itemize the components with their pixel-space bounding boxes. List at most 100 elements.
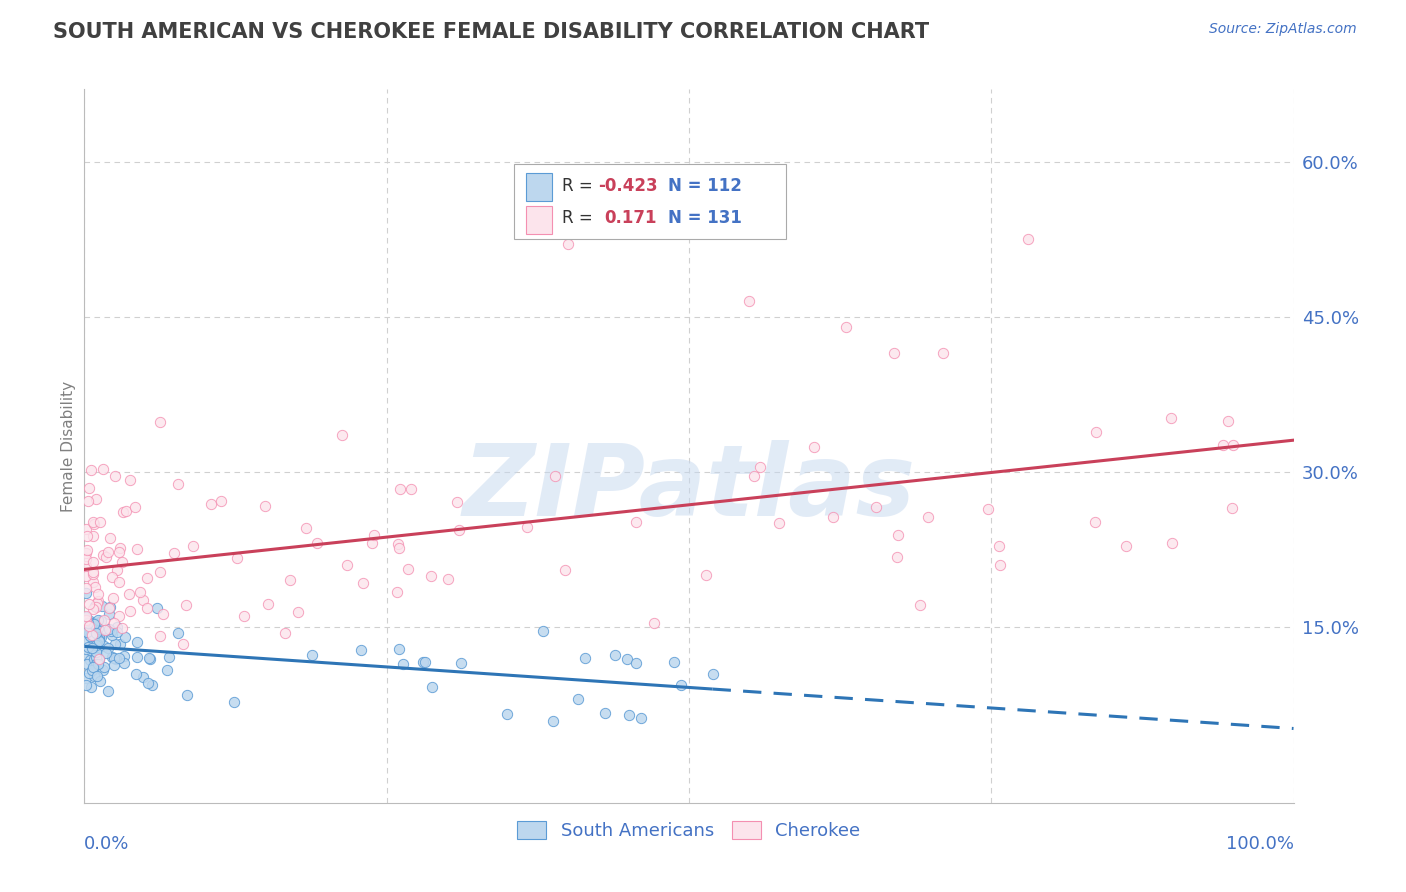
Point (87, 657, 110, 671)
FancyBboxPatch shape (513, 164, 786, 239)
Point (748, 460, 770, 475)
Point (76, 624, 98, 639)
Point (100, 624, 122, 638)
Point (101, 591, 124, 605)
Point (105, 651, 128, 665)
Point (110, 541, 132, 556)
Point (101, 650, 124, 665)
Point (181, 539, 204, 553)
Bar (526, 173, 553, 202)
Point (77, 618, 100, 632)
Point (94, 624, 117, 638)
Point (84, 625, 107, 640)
Point (87, 652, 110, 666)
Point (128, 585, 150, 599)
Point (835, 320, 858, 334)
Point (101, 628, 124, 642)
Point (630, 711, 652, 725)
Point (136, 676, 159, 690)
Point (141, 678, 163, 692)
Point (79, 629, 101, 643)
Point (671, 678, 693, 692)
Point (84, 580, 107, 594)
Point (273, 626, 295, 640)
Point (593, 706, 616, 720)
Point (79, 653, 101, 667)
Point (1160, 536, 1182, 550)
Text: SOUTH AMERICAN VS CHEROKEE FEMALE DISABILITY CORRELATION CHART: SOUTH AMERICAN VS CHEROKEE FEMALE DISABI… (53, 22, 929, 42)
Point (97, 683, 120, 698)
Point (167, 626, 190, 640)
Text: ZIPatlas: ZIPatlas (463, 441, 915, 537)
Point (146, 600, 169, 615)
Point (412, 656, 434, 670)
Point (103, 658, 125, 673)
Point (83, 616, 105, 631)
Point (531, 624, 554, 638)
Point (89, 630, 111, 644)
Point (385, 584, 408, 599)
Point (233, 609, 256, 624)
Y-axis label: Female Disability: Female Disability (60, 380, 76, 512)
Point (118, 473, 141, 487)
Point (125, 542, 148, 557)
Point (75, 586, 97, 600)
Point (307, 536, 329, 550)
Point (118, 587, 141, 601)
Point (108, 636, 131, 650)
Point (105, 624, 128, 639)
Point (352, 576, 374, 591)
Point (98, 607, 121, 621)
Point (103, 637, 125, 651)
Point (82, 567, 104, 582)
Point (865, 500, 887, 514)
Point (644, 616, 666, 631)
Point (91, 664, 114, 678)
Point (256, 598, 278, 612)
Point (80, 627, 103, 641)
Point (1160, 410, 1182, 425)
Point (616, 652, 638, 666)
Point (388, 541, 411, 555)
Point (84, 650, 107, 665)
Point (84, 491, 107, 506)
Point (222, 695, 245, 709)
Point (336, 558, 359, 573)
Point (86, 636, 108, 650)
Point (413, 656, 436, 670)
Point (664, 655, 686, 669)
Point (167, 476, 190, 491)
Point (574, 651, 596, 665)
Point (149, 629, 172, 643)
Point (93, 639, 115, 653)
Point (112, 505, 135, 519)
Point (108, 651, 131, 665)
Text: N = 112: N = 112 (668, 177, 742, 194)
Text: Source: ZipAtlas.com: Source: ZipAtlas.com (1209, 22, 1357, 37)
Point (89, 515, 111, 529)
Point (84, 599, 107, 614)
Text: N = 131: N = 131 (668, 210, 742, 227)
Point (422, 680, 444, 694)
Point (152, 607, 174, 621)
Point (125, 634, 148, 648)
Point (82, 574, 104, 589)
Point (1115, 539, 1137, 553)
Point (392, 657, 415, 672)
Point (932, 346, 955, 360)
Point (83, 599, 105, 614)
Point (1084, 425, 1107, 440)
Point (419, 569, 441, 583)
Point (89, 624, 111, 639)
Point (702, 666, 724, 681)
Point (886, 549, 908, 564)
Point (114, 630, 136, 644)
Point (742, 469, 765, 483)
Point (90, 630, 112, 644)
Point (84, 638, 107, 652)
Point (821, 510, 844, 524)
Point (75, 552, 97, 566)
Point (77, 666, 100, 681)
Point (75, 559, 97, 574)
Point (82, 615, 104, 630)
